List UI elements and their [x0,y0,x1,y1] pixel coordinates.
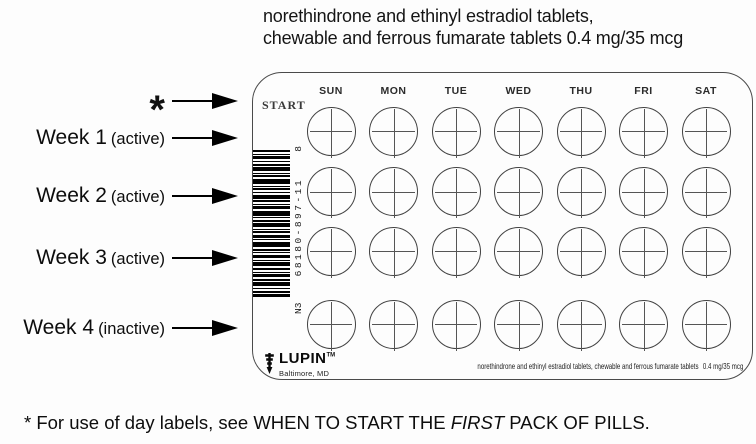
day-label: THU [569,85,593,97]
footnote-post: PACK OF PILLS. [504,412,650,433]
barcode-top-code: 8 [292,146,304,152]
pill [431,299,481,351]
pack-product-name: norethindrone and ethinyl estradiol tabl… [477,361,699,371]
pill [556,299,606,351]
week-2-label: Week 2 [36,184,107,207]
pill [619,167,668,219]
footnote-pre: * For use of day labels, see WHEN TO STA… [24,412,451,433]
callout-week-2: Week 2 (active) [0,179,238,213]
figure-title-line1: norethindrone and ethinyl estradiol tabl… [263,6,594,26]
pill [681,167,731,219]
pill [369,167,418,219]
week-1-status: (active) [110,130,165,148]
pack-product-dose: 0.4 mg/35 mcg [702,361,743,371]
week-4-label: Week 4 [23,316,95,339]
lupin-logo: LUPINTM Baltimore, MD [263,350,335,378]
pill [306,226,356,278]
pill [619,226,668,278]
barcode-bottom-code: N3 [292,302,304,314]
asterisk-label: * [149,88,165,132]
day-label: SAT [695,85,717,97]
pill [431,106,481,158]
brand-city: Baltimore, MD [279,369,330,378]
pill [619,299,668,351]
arrow-right-icon [172,320,238,336]
pill [619,106,668,158]
week-4-status: (inactive) [98,320,165,338]
pill [306,299,356,351]
pill [681,226,731,278]
barcode [253,150,290,297]
week-1-label: Week 1 [36,126,107,149]
barcode-ndc: 68180-897-11 [292,177,304,277]
week-2-status: (active) [110,188,165,206]
pack-product-line: norethindrone and ethinyl estradiol tabl… [477,361,743,371]
callout-week-3: Week 3 (active) [0,241,238,275]
day-label: MON [380,85,407,97]
brand-name: LUPIN [279,350,327,367]
barcode-text: N3 68180-897-11 8 [291,146,305,314]
pill [556,106,606,158]
pill [494,226,543,278]
pill [494,106,543,158]
day-label: FRI [634,85,653,97]
pill-pack: START SUN MON TUE WED THU FRI SAT N3 68180-897… [252,72,753,380]
figure-title: norethindrone and ethinyl estradiol tabl… [263,5,683,49]
callout-start: * [0,84,238,130]
pill [494,299,543,351]
pill [369,226,418,278]
day-label: SUN [319,85,343,97]
lupin-flower-icon [265,353,274,374]
pill [494,167,543,219]
pill [431,167,481,219]
footnote-emphasis: FIRST [450,412,505,433]
callout-week-4: Week 4 (inactive) [0,311,238,345]
start-label: START [262,98,306,112]
week-3-label: Week 3 [36,246,107,269]
arrow-right-icon [172,130,238,146]
day-label: WED [505,85,532,97]
pill [681,106,731,158]
arrow-right-icon [172,93,238,109]
footnote: * For use of day labels, see WHEN TO STA… [24,412,650,434]
day-label: TUE [444,85,468,97]
trademark-symbol: TM [326,352,336,359]
pill [306,167,356,219]
week-3-status: (active) [110,250,165,268]
pill [556,226,606,278]
pill [681,299,731,351]
arrow-right-icon [172,188,238,204]
pill [306,106,356,158]
figure-title-line2: chewable and ferrous fumarate tablets 0.… [263,28,684,48]
pill [369,299,418,351]
arrow-right-icon [172,250,238,266]
pill [556,167,606,219]
pill [369,106,418,158]
pill [431,226,481,278]
callout-week-1: Week 1 (active) [0,121,238,155]
